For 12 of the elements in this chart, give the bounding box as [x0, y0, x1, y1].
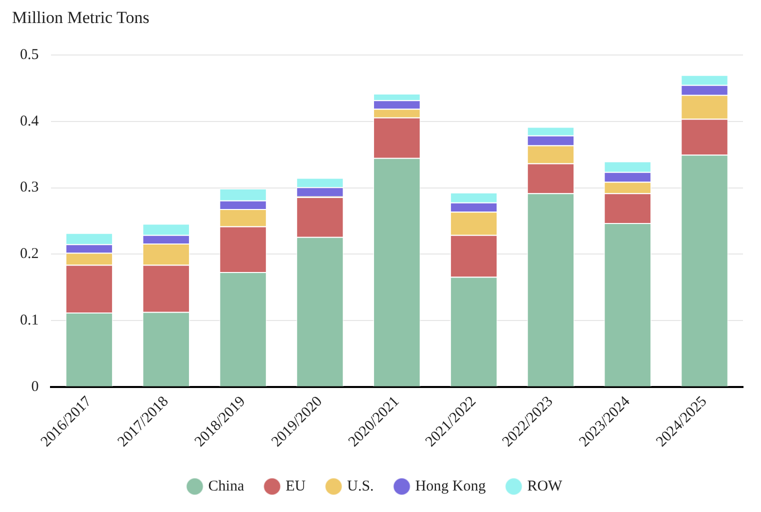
- legend-label: China: [208, 478, 244, 494]
- y-tick-label: 0.5: [20, 46, 39, 63]
- y-tick-label: 0.4: [20, 113, 40, 130]
- legend-label: ROW: [527, 478, 564, 494]
- y-axis-title: Million Metric Tons: [11, 8, 150, 29]
- y-tick-label: 0.1: [20, 312, 39, 328]
- legend-label: EU: [286, 478, 306, 494]
- legend-label: Hong Kong: [415, 478, 486, 494]
- y-tick-label: 0.2: [20, 246, 39, 262]
- y-tick-label: 0.3: [20, 180, 39, 196]
- y-tick-label: 0: [31, 378, 39, 395]
- legend-label: U.S.: [347, 478, 374, 494]
